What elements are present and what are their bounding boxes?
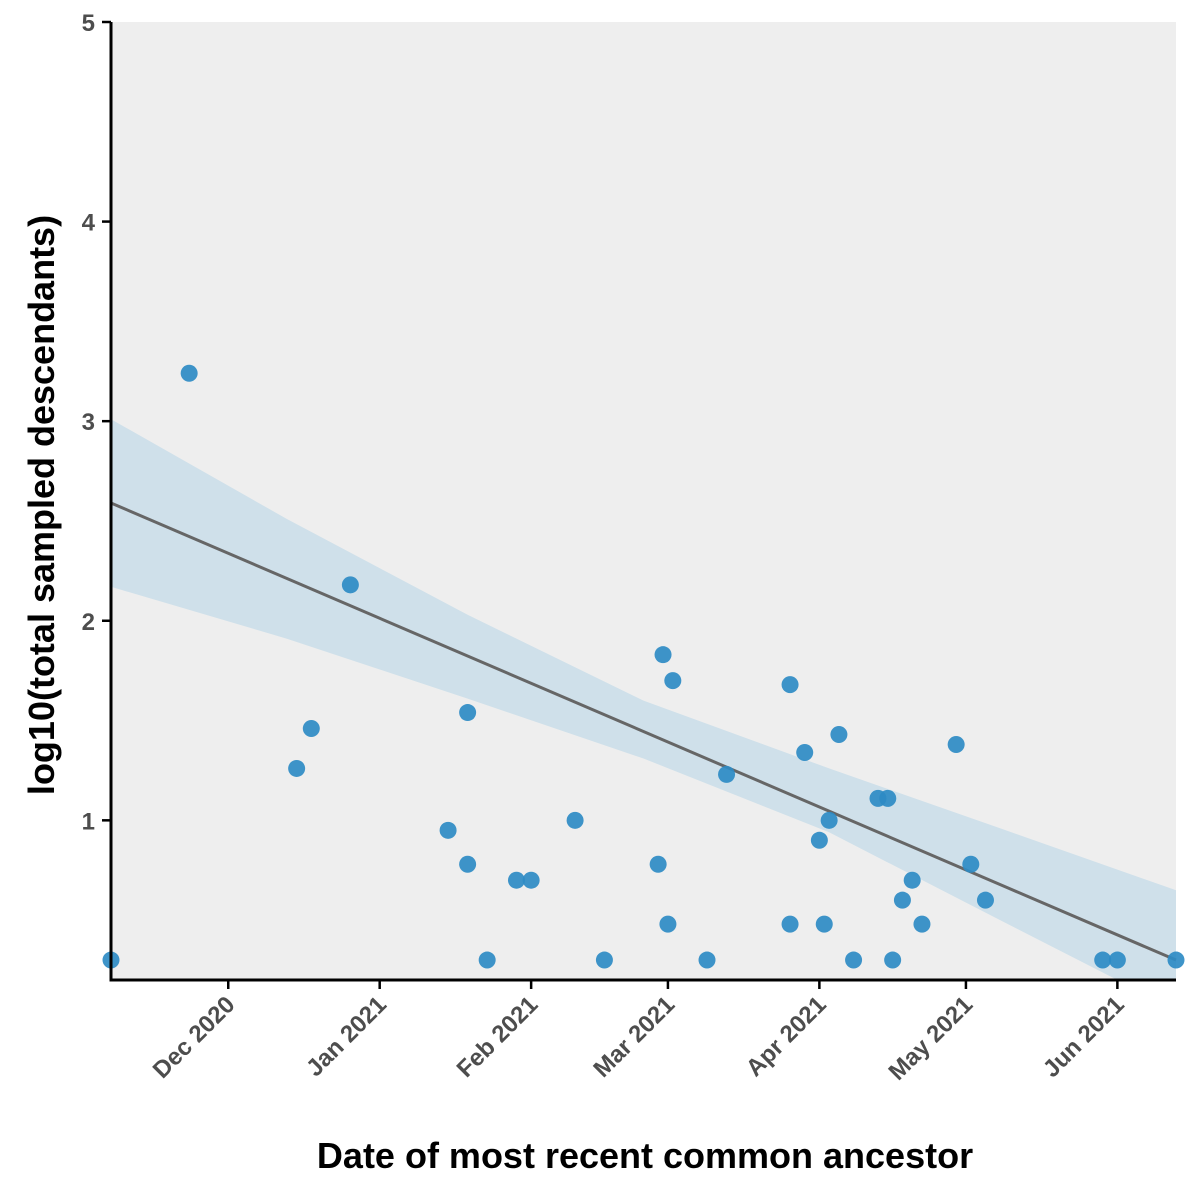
- data-point: [947, 735, 965, 753]
- data-point: [796, 743, 814, 761]
- data-point: [507, 871, 525, 889]
- data-point: [341, 576, 359, 594]
- x-tick-label: Dec 2020: [148, 991, 241, 1084]
- x-axis-title: Date of most recent common ancestor: [317, 1135, 973, 1176]
- data-point: [781, 915, 799, 933]
- data-point: [830, 726, 848, 744]
- data-points-group: [102, 364, 1185, 969]
- x-tick-label: Apr 2021: [741, 991, 832, 1082]
- data-point: [180, 364, 198, 382]
- data-point: [976, 891, 994, 909]
- data-point: [595, 951, 613, 969]
- data-point: [893, 891, 911, 909]
- x-tick-label: Mar 2021: [588, 991, 680, 1083]
- plot-panel: [111, 22, 1176, 980]
- confidence-band-group: [111, 419, 1176, 980]
- data-point: [820, 811, 838, 829]
- data-point: [884, 951, 902, 969]
- data-point: [781, 676, 799, 694]
- data-point: [1094, 951, 1112, 969]
- data-point: [718, 765, 736, 783]
- data-point: [1167, 951, 1185, 969]
- y-ticks-group: 1 2 3 4 5: [82, 10, 111, 835]
- data-point: [1108, 951, 1126, 969]
- y-tick-label: 3: [82, 409, 95, 436]
- x-tick-label: Jan 2021: [301, 991, 392, 1082]
- y-tick-label: 5: [82, 10, 95, 37]
- confidence-band: [111, 419, 1176, 980]
- x-tick-label: Jun 2021: [1038, 991, 1130, 1083]
- fit-line: [110, 501, 1177, 962]
- data-point: [810, 831, 828, 849]
- data-point: [879, 789, 897, 807]
- x-tick-label: Feb 2021: [452, 991, 544, 1083]
- data-point: [815, 915, 833, 933]
- data-point: [459, 855, 477, 873]
- data-point: [478, 951, 496, 969]
- data-point: [459, 704, 477, 722]
- x-tick-label: May 2021: [884, 991, 979, 1086]
- y-tick-label: 2: [82, 609, 95, 636]
- data-point: [439, 821, 457, 839]
- data-point: [845, 951, 863, 969]
- data-point: [659, 915, 677, 933]
- data-point: [698, 951, 716, 969]
- x-ticks-group: Dec 2020 Jan 2021 Feb 2021 Mar 2021 Apr 2021…: [148, 980, 1130, 1086]
- data-point: [664, 672, 682, 690]
- y-tick-label: 1: [82, 808, 95, 835]
- data-point: [522, 871, 540, 889]
- data-point: [654, 646, 672, 664]
- data-point: [903, 871, 921, 889]
- data-point: [302, 720, 320, 738]
- y-axis-title: log10(total sampled descendants): [21, 215, 62, 795]
- fit-line-group: [110, 501, 1177, 962]
- data-point: [913, 915, 931, 933]
- y-tick-label: 4: [82, 210, 96, 237]
- data-point: [962, 855, 980, 873]
- data-point: [649, 855, 667, 873]
- data-point: [288, 759, 306, 777]
- data-point: [566, 811, 584, 829]
